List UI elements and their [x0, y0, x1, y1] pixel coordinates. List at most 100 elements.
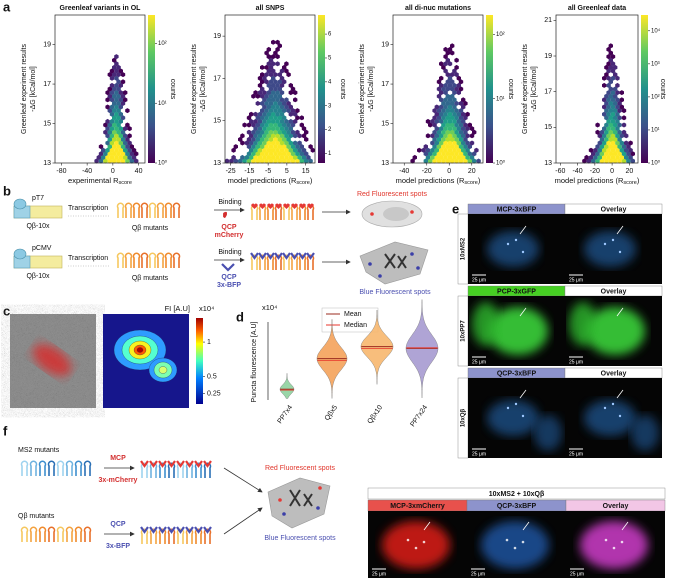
stem-loop: [20, 526, 29, 542]
scale-label: 25 μm: [472, 451, 486, 457]
hex: [602, 147, 607, 153]
colorbar-title: FI [A.U]: [165, 304, 190, 313]
hex: [105, 97, 110, 103]
hex: [606, 111, 611, 117]
hex: [465, 154, 470, 160]
cell-signal: [32, 344, 72, 376]
hex: [456, 90, 461, 96]
hex: [240, 140, 245, 146]
hex: [445, 129, 450, 135]
hex: [268, 115, 274, 121]
hex: [447, 46, 453, 52]
spot: [521, 414, 525, 418]
spot: [505, 538, 509, 542]
hex: [599, 136, 605, 142]
bound-protein: [307, 203, 314, 209]
scale-label: 25 μm: [569, 277, 583, 283]
x-axis-label-part: score: [464, 180, 477, 186]
spot: [612, 546, 616, 550]
spot: [618, 250, 622, 254]
axis-unit: x10⁴: [262, 303, 277, 312]
hex: [273, 72, 278, 78]
hex: [112, 136, 117, 142]
hex: [619, 154, 624, 160]
hex: [112, 115, 117, 121]
hex: [463, 129, 468, 135]
hex: [120, 115, 126, 121]
hex: [125, 144, 130, 150]
channel-label: QCP-3xBFP: [497, 370, 537, 377]
hex: [262, 97, 267, 103]
bound-protein: [149, 460, 158, 468]
hex: [472, 129, 477, 135]
hex: [450, 72, 455, 78]
x-tick-label: -5: [265, 168, 271, 175]
hex: [443, 54, 448, 60]
hex: [251, 158, 256, 164]
hex: [262, 104, 267, 110]
hex: [293, 111, 298, 117]
hex: [606, 140, 611, 146]
hex: [109, 90, 115, 96]
hex: [450, 144, 455, 150]
hex: [295, 108, 300, 114]
plot-frame: [224, 14, 316, 164]
hex: [452, 126, 457, 132]
colorbar-tick-label: 1: [207, 339, 211, 346]
hex: [465, 133, 470, 139]
hex: [118, 140, 123, 146]
hex: [246, 122, 252, 128]
stem-loop: [124, 252, 133, 268]
hex: [253, 90, 258, 96]
hex: [260, 64, 265, 70]
x-axis-label-part: ): [478, 176, 481, 185]
bound-protein: [203, 460, 212, 468]
hex: [109, 154, 115, 160]
bound-protein: [203, 526, 212, 534]
hex: [608, 108, 613, 114]
hex: [268, 122, 274, 128]
bound-protein: [283, 203, 290, 209]
hex: [231, 147, 236, 153]
protein-icon: [221, 263, 235, 272]
hex: [286, 72, 291, 78]
hex: [290, 158, 296, 164]
hex: [125, 136, 130, 142]
hex: [268, 79, 274, 85]
hex: [275, 118, 280, 124]
hex: [465, 147, 470, 153]
hex: [597, 140, 602, 146]
hex: [412, 154, 417, 160]
hex: [260, 72, 265, 78]
hex: [617, 129, 622, 135]
hex: [266, 118, 271, 124]
hex: [443, 104, 448, 110]
hex: [266, 111, 271, 117]
hex: [443, 46, 448, 52]
hex: [257, 140, 263, 146]
bound-protein: [299, 203, 306, 209]
colorbar: [641, 15, 648, 163]
hex: [107, 151, 112, 157]
hex: [131, 154, 137, 160]
hex: [295, 158, 300, 164]
hex: [293, 147, 298, 153]
hex: [430, 147, 435, 153]
hex: [249, 147, 254, 153]
bound-protein: [290, 252, 299, 260]
hex: [112, 129, 117, 135]
hex: [456, 75, 461, 81]
hex: [112, 108, 117, 114]
hex: [253, 118, 258, 124]
hex: [120, 144, 126, 150]
y-tick-label: 15: [43, 120, 51, 127]
hex: [588, 147, 594, 153]
hex: [439, 126, 444, 132]
hex: [109, 147, 115, 153]
hex: [242, 158, 247, 164]
hex: [125, 108, 130, 114]
spot: [368, 262, 372, 266]
row-label: 10xPP7: [461, 320, 467, 342]
hex: [120, 72, 126, 78]
r-value: r = 0.23: [58, 20, 82, 27]
